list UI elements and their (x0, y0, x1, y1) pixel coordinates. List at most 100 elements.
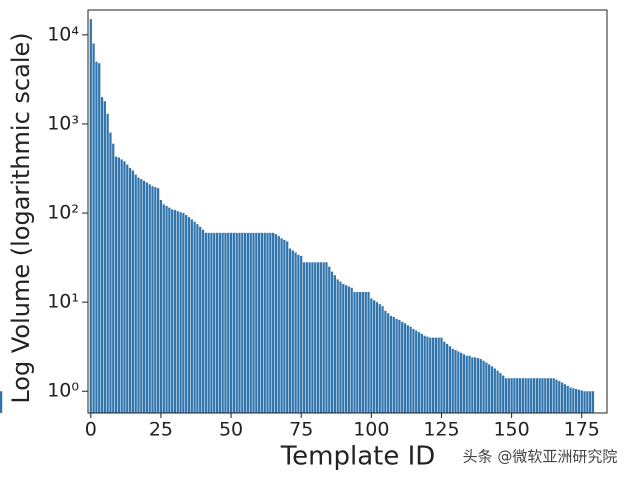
bar (546, 378, 550, 413)
bar (173, 210, 177, 413)
bar (221, 232, 224, 413)
bar (187, 217, 191, 413)
bar (586, 391, 589, 413)
bar (552, 378, 555, 413)
bar (288, 248, 292, 413)
bar (364, 291, 367, 413)
bar (266, 232, 269, 413)
bar (437, 337, 440, 413)
bar (476, 358, 480, 413)
bar (471, 357, 474, 413)
bar (370, 298, 373, 413)
bar (465, 355, 468, 413)
bar (440, 337, 443, 413)
bar (333, 275, 336, 413)
bar (201, 229, 205, 413)
bar (117, 157, 120, 413)
bar (409, 326, 412, 413)
bar (387, 313, 390, 413)
bar (353, 291, 356, 413)
bar (555, 379, 558, 413)
bar (384, 310, 387, 413)
bar (350, 287, 353, 413)
bar (109, 132, 112, 413)
bar (398, 320, 401, 413)
bar (272, 232, 275, 413)
bar (120, 159, 123, 413)
y-tick-label: 10¹ (47, 291, 79, 313)
bar (580, 390, 583, 413)
bar (336, 279, 339, 413)
bar (513, 378, 516, 413)
bar (128, 168, 132, 413)
bar (445, 343, 449, 413)
bar (474, 357, 477, 413)
bar (454, 350, 457, 413)
bar (229, 232, 233, 413)
bar (401, 321, 404, 413)
bar (232, 232, 236, 413)
bar (157, 188, 160, 413)
bar (159, 200, 163, 413)
bar (314, 262, 317, 413)
bar (227, 232, 230, 413)
bar (359, 291, 362, 413)
bar (100, 97, 104, 413)
bar (193, 221, 196, 413)
y-tick-label: 10³ (47, 112, 79, 134)
bar (190, 219, 193, 413)
x-tick-label: 125 (423, 419, 459, 441)
bar (308, 262, 311, 413)
bar (521, 378, 524, 413)
watermark: 头条 @微软亚洲研究院 (463, 448, 618, 466)
bar (392, 317, 395, 413)
bar (415, 330, 418, 413)
bar (114, 156, 118, 413)
x-tick-label: 25 (149, 419, 173, 441)
bar (429, 337, 432, 413)
bar (255, 232, 258, 413)
bar (443, 341, 446, 413)
bar (199, 226, 202, 413)
bar (330, 271, 334, 413)
bar (375, 302, 379, 413)
bar (538, 378, 541, 413)
bar (168, 207, 171, 413)
bar (412, 328, 415, 413)
bar (420, 333, 423, 413)
bar (457, 351, 460, 413)
x-tick-label: 150 (493, 419, 529, 441)
bar (224, 232, 227, 413)
bar (575, 388, 578, 413)
x-tick-label: 100 (353, 419, 389, 441)
bar (165, 205, 168, 413)
bar (356, 291, 359, 413)
bar (162, 204, 165, 413)
bar (243, 232, 247, 413)
bar (518, 378, 522, 413)
bar (269, 232, 272, 413)
bar (403, 323, 407, 413)
bar (569, 387, 572, 413)
bar (527, 378, 530, 413)
bar (137, 177, 140, 413)
bar (468, 355, 471, 413)
bar (325, 262, 328, 413)
bar (516, 378, 519, 413)
bar (112, 143, 115, 413)
bar (258, 232, 261, 413)
bar (535, 378, 538, 413)
bar (488, 364, 491, 413)
bar (361, 291, 365, 413)
bar (95, 61, 98, 414)
bar (524, 378, 527, 413)
bar (493, 368, 496, 413)
bar (485, 362, 488, 413)
bar (560, 382, 564, 413)
bar (389, 315, 393, 413)
bar (431, 337, 435, 413)
bar (328, 266, 331, 413)
bar (140, 179, 143, 413)
y-tick-label: 10⁴ (47, 23, 79, 45)
bar (300, 255, 303, 413)
